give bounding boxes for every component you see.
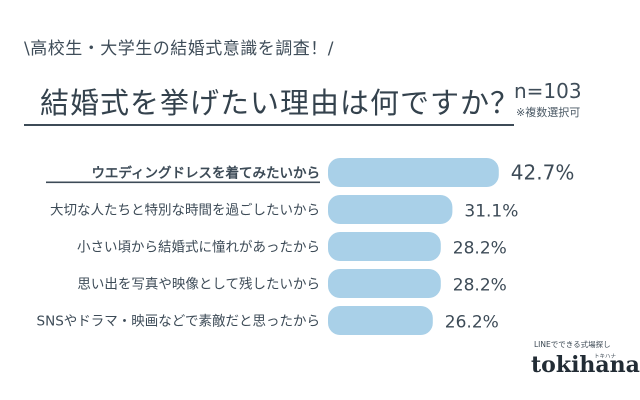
bar-1 xyxy=(328,195,453,224)
bar-0 xyxy=(328,158,499,187)
category-label-1: 大切な人たちと特別な時間を過ごしたいから xyxy=(50,203,320,219)
brand-ruby: トキハナ xyxy=(594,354,617,360)
category-label-0: ウエディングドレスを着てみたいから xyxy=(91,165,320,182)
category-label-3: 思い出を写真や映像として残したいから xyxy=(77,277,320,293)
multiple-choice-note: ※複数選択可 xyxy=(516,106,581,119)
bar-3 xyxy=(328,269,441,298)
value-label-0: 42.7% xyxy=(511,161,575,185)
value-label-1: 31.1% xyxy=(464,202,518,222)
category-label-2: 小さい頃から結婚式に憧れがあったから xyxy=(77,240,320,256)
bar-4 xyxy=(328,306,433,335)
sample-size: n=103 xyxy=(514,79,582,103)
value-label-4: 26.2% xyxy=(445,313,499,333)
title-block: 結婚式を挙げたい理由は何ですか？ xyxy=(24,74,524,132)
value-label-2: 28.2% xyxy=(453,239,507,259)
bar-2 xyxy=(328,232,441,261)
brand-logo: tokihana xyxy=(531,352,640,378)
value-label-3: 28.2% xyxy=(453,276,507,296)
survey-subtitle: \高校生・大学生の結婚式意識を調査！/ xyxy=(24,39,334,59)
title-underline xyxy=(24,124,514,126)
chart-title: 結婚式を挙げたい理由は何ですか？ xyxy=(40,86,521,120)
category-label-4: SNSやドラマ・映画などで素敵だと思ったから xyxy=(37,314,320,330)
highlight-underline xyxy=(46,181,320,184)
brand-tagline: LINEでできる式場探し xyxy=(534,340,611,349)
